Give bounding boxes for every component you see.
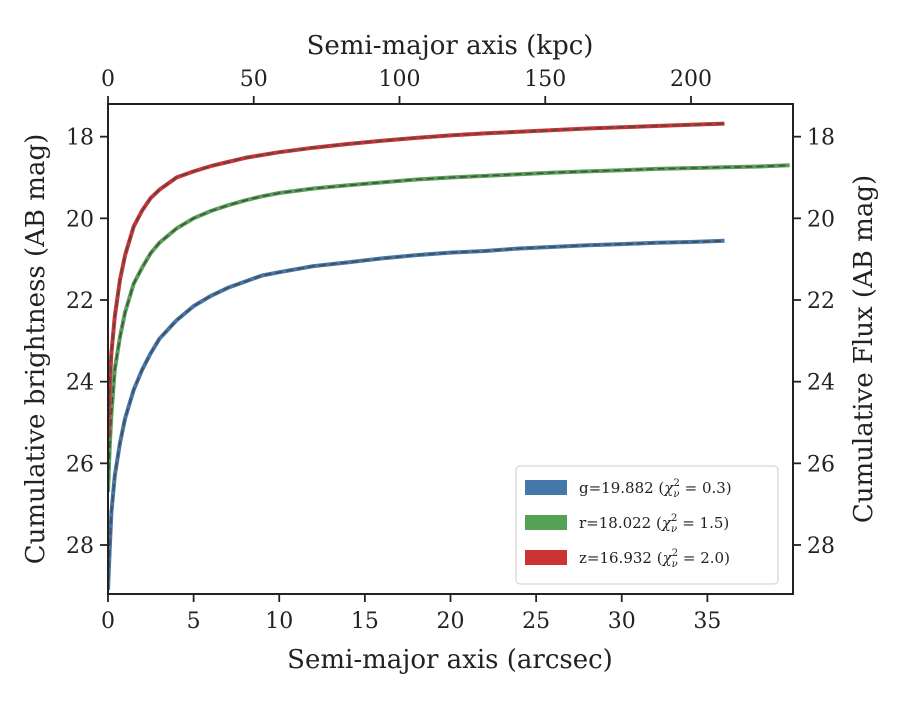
right-y-tick-label: 22 bbox=[807, 289, 835, 314]
top-x-tick-label: 50 bbox=[240, 67, 268, 92]
legend-label-part: χ bbox=[661, 514, 672, 532]
x-tick-label: 35 bbox=[693, 609, 721, 634]
top-x-tick-label: 200 bbox=[670, 67, 712, 92]
legend-label-part: = 2.0) bbox=[678, 549, 730, 567]
right-y-axis-label: Cumulative Flux (AB mag) bbox=[849, 175, 879, 523]
legend-label-0: g=19.882 (χν2 = 0.3) bbox=[579, 478, 732, 500]
series-model-line-0 bbox=[108, 240, 725, 590]
legend: g=19.882 (χν2 = 0.3)r=18.022 (χν2 = 1.5)… bbox=[515, 465, 779, 585]
y-axis-label: Cumulative brightness (AB mag) bbox=[21, 134, 51, 565]
x-tick-label: 5 bbox=[187, 609, 201, 634]
legend-label-part: = 1.5) bbox=[677, 514, 729, 532]
x-axis-label: Semi-major axis (arcsec) bbox=[287, 645, 613, 675]
series-model-line-2 bbox=[108, 122, 725, 439]
legend-label-part: z=16.932 ( bbox=[579, 549, 663, 567]
right-y-tick-label: 20 bbox=[807, 207, 835, 232]
x-tick-label: 30 bbox=[608, 609, 636, 634]
legend-label-part: r=18.022 ( bbox=[579, 514, 662, 532]
legend-label-1: r=18.022 (χν2 = 1.5) bbox=[579, 513, 729, 535]
x-tick-label: 15 bbox=[351, 609, 379, 634]
y-tick-label: 28 bbox=[66, 534, 94, 559]
top-x-tick-label: 0 bbox=[101, 67, 115, 92]
right-y-tick-label: 28 bbox=[807, 534, 835, 559]
legend-label-part: g=19.882 ( bbox=[579, 479, 664, 497]
series-model-line-1 bbox=[108, 164, 790, 492]
legend-label-part: ν bbox=[672, 559, 678, 570]
legend-label-part: χ bbox=[662, 549, 673, 567]
legend-label-part: 2 bbox=[671, 513, 677, 524]
legend-swatch-2 bbox=[525, 550, 567, 565]
legend-label-part: ν bbox=[671, 524, 677, 535]
legend-box bbox=[515, 465, 779, 585]
y-tick-label: 20 bbox=[66, 207, 94, 232]
right-y-tick-label: 24 bbox=[807, 371, 835, 396]
x-tick-label: 10 bbox=[265, 609, 293, 634]
legend-label-part: 2 bbox=[673, 478, 679, 489]
y-tick-label: 18 bbox=[66, 126, 94, 151]
legend-label-part: χ bbox=[663, 479, 674, 497]
legend-swatch-0 bbox=[525, 480, 567, 495]
y-tick-label: 22 bbox=[66, 289, 94, 314]
y-tick-label: 26 bbox=[66, 452, 94, 477]
legend-label-part: = 0.3) bbox=[680, 479, 732, 497]
legend-label-2: z=16.932 (χν2 = 2.0) bbox=[579, 548, 730, 570]
series-line-1 bbox=[108, 163, 790, 492]
legend-label-part: ν bbox=[673, 489, 679, 500]
x-tick-label: 0 bbox=[101, 609, 115, 634]
legend-swatch-1 bbox=[525, 515, 567, 530]
right-y-tick-label: 18 bbox=[807, 126, 835, 151]
series-layer bbox=[108, 121, 790, 590]
y-tick-label: 24 bbox=[66, 371, 94, 396]
x-tick-label: 20 bbox=[437, 609, 465, 634]
top-x-tick-label: 150 bbox=[524, 67, 566, 92]
x-tick-label: 25 bbox=[522, 609, 550, 634]
legend-label-part: 2 bbox=[672, 548, 678, 559]
right-y-tick-label: 26 bbox=[807, 452, 835, 477]
top-x-axis-label: Semi-major axis (kpc) bbox=[307, 31, 594, 61]
top-x-tick-label: 100 bbox=[378, 67, 420, 92]
